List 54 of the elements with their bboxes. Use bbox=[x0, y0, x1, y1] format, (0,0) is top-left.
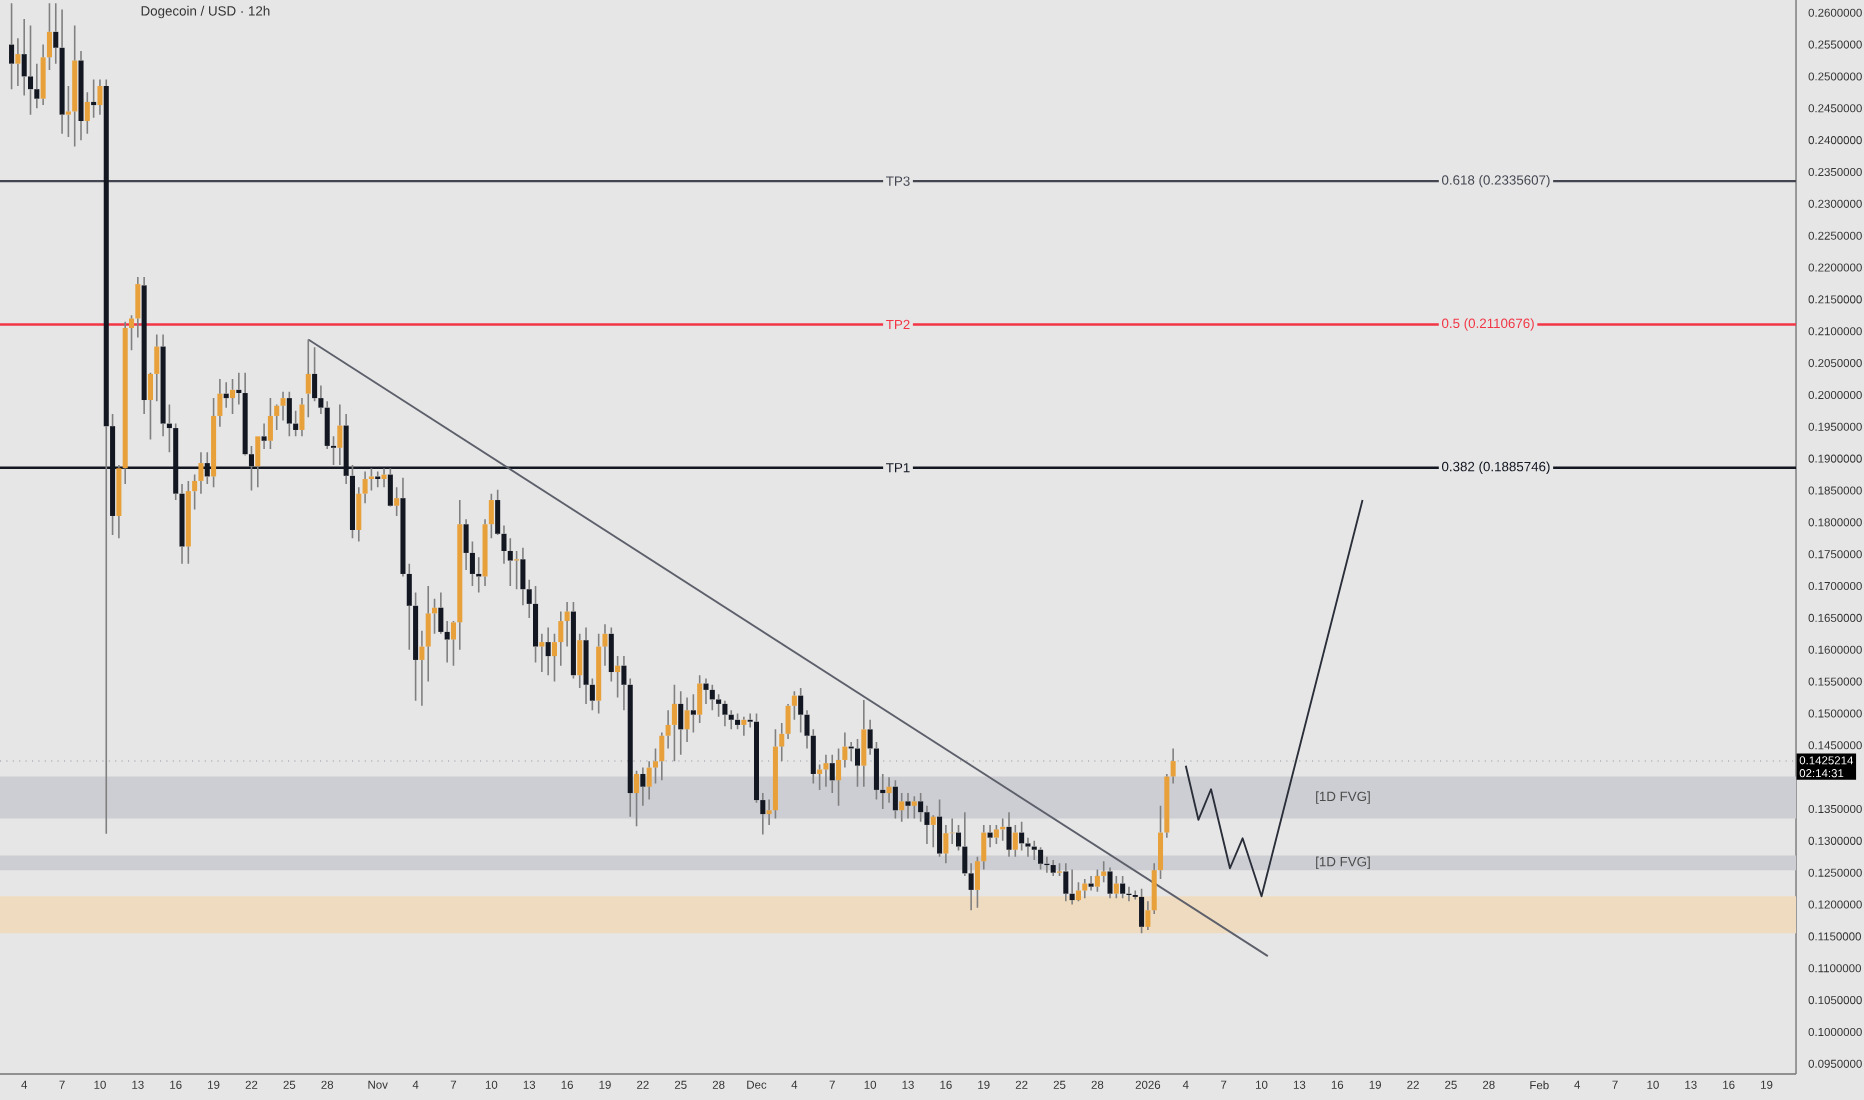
candlestick bbox=[394, 486, 400, 517]
candlestick bbox=[854, 738, 861, 788]
candlestick bbox=[905, 792, 911, 820]
candlestick bbox=[286, 390, 292, 438]
candlestick bbox=[59, 8, 65, 135]
candlestick bbox=[1082, 878, 1088, 899]
candlestick bbox=[899, 792, 905, 823]
candlestick bbox=[930, 816, 936, 849]
candlestick bbox=[15, 37, 21, 87]
candlestick bbox=[728, 709, 734, 731]
candlestick bbox=[1101, 860, 1107, 884]
candlestick bbox=[861, 699, 867, 788]
candlestick bbox=[280, 390, 286, 422]
candlestick bbox=[533, 585, 539, 664]
candlestick bbox=[640, 766, 646, 807]
candlestick bbox=[230, 378, 236, 415]
candlestick bbox=[1063, 862, 1069, 903]
candlestick bbox=[539, 633, 545, 673]
candlestick bbox=[583, 626, 589, 705]
candlestick bbox=[937, 798, 943, 858]
candlestick bbox=[741, 715, 747, 737]
candlestick bbox=[690, 693, 696, 734]
candlestick bbox=[9, 2, 15, 90]
candlestick bbox=[337, 403, 343, 466]
candlestick bbox=[545, 626, 551, 677]
candlestick bbox=[615, 655, 621, 699]
candlestick bbox=[987, 824, 993, 849]
candlestick bbox=[817, 763, 823, 791]
candlestick bbox=[684, 696, 690, 743]
candlestick bbox=[678, 690, 684, 756]
candlestick bbox=[514, 550, 520, 591]
candlestick bbox=[703, 677, 709, 705]
candlestick bbox=[823, 754, 829, 788]
candlestick bbox=[1107, 866, 1113, 899]
candlestick bbox=[829, 754, 835, 794]
candlestick bbox=[1088, 875, 1094, 892]
candlestick bbox=[943, 824, 949, 864]
candlestick bbox=[722, 699, 728, 727]
candlestick bbox=[267, 397, 273, 450]
candlestick bbox=[671, 683, 677, 763]
candlestick bbox=[91, 78, 97, 119]
candlestick bbox=[97, 78, 103, 116]
candlestick bbox=[72, 24, 78, 148]
candlestick bbox=[1069, 868, 1075, 906]
candlestick bbox=[577, 633, 583, 689]
candlestick bbox=[223, 381, 229, 409]
candlestick bbox=[634, 769, 640, 827]
candlestick bbox=[1050, 859, 1056, 877]
candlestick bbox=[886, 776, 892, 804]
candlestick bbox=[27, 24, 34, 116]
candlestick bbox=[185, 480, 191, 565]
candlestick bbox=[261, 422, 267, 450]
candlestick bbox=[1006, 811, 1012, 858]
candlestick bbox=[772, 728, 778, 820]
